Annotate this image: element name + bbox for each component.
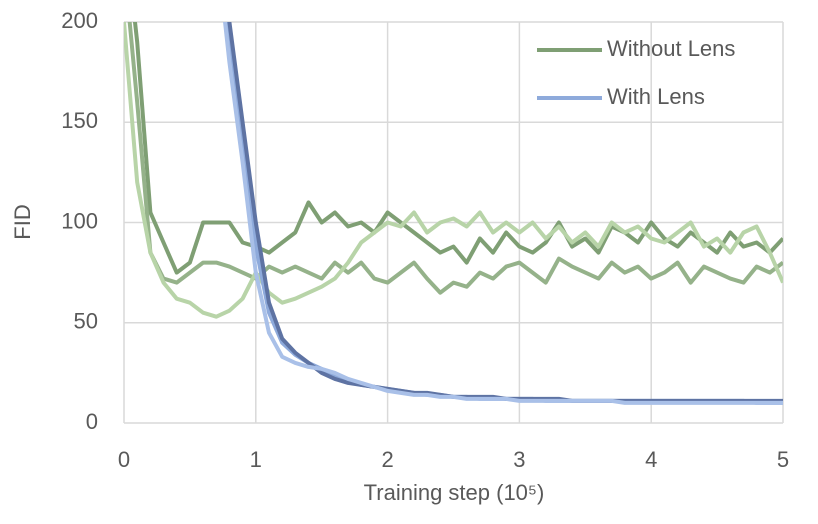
y-tick-label: 50 bbox=[74, 309, 98, 334]
x-tick-label: 2 bbox=[381, 447, 393, 472]
series-line bbox=[132, 22, 783, 275]
x-tick-label: 0 bbox=[118, 447, 130, 472]
y-tick-label: 150 bbox=[61, 108, 98, 133]
series-line bbox=[127, 22, 783, 295]
x-tick-label: 5 bbox=[777, 447, 789, 472]
series-line bbox=[223, 22, 783, 405]
y-tick-label: 100 bbox=[61, 208, 98, 233]
series-line bbox=[124, 22, 783, 319]
x-tick-label: 4 bbox=[645, 447, 657, 472]
y-axis-label: FID bbox=[10, 204, 35, 239]
legend-label: Without Lens bbox=[607, 36, 735, 61]
x-axis-label: Training step (10⁵) bbox=[364, 480, 545, 505]
y-tick-label: 200 bbox=[61, 8, 98, 33]
legend-label: With Lens bbox=[607, 84, 705, 109]
x-tick-label: 1 bbox=[250, 447, 262, 472]
x-tick-label: 3 bbox=[513, 447, 525, 472]
y-tick-label: 0 bbox=[86, 409, 98, 434]
